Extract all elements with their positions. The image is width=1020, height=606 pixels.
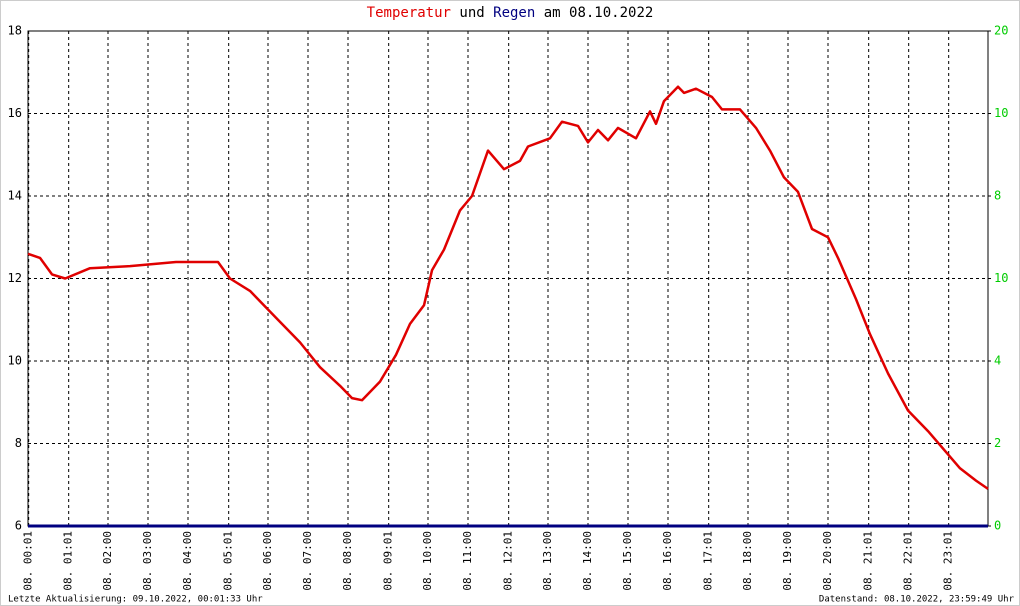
- y-tick-label: 8: [15, 436, 22, 450]
- x-tick-label: 08. 13:00: [541, 531, 554, 591]
- x-tick-label: 08. 18:00: [741, 531, 754, 591]
- x-tick-label: 08. 00:01: [22, 531, 35, 591]
- x-tick-label: 08. 21:01: [862, 531, 875, 591]
- footer-right: Datenstand: 08.10.2022, 23:59:49 Uhr: [819, 595, 1015, 605]
- y2-tick-label: 20: [994, 24, 1008, 38]
- x-tick-label: 08. 07:00: [301, 531, 314, 591]
- x-tick-label: 08. 22:01: [902, 531, 915, 591]
- chart-title: Temperatur und Regen am 08.10.2022: [367, 5, 654, 21]
- y2-tick-label: 4: [994, 354, 1001, 368]
- x-tick-label: 08. 17:01: [702, 531, 715, 591]
- footer-left: Letzte Aktualisierung: 09.10.2022, 00:01…: [8, 595, 263, 605]
- x-tick-label: 08. 01:01: [62, 531, 75, 591]
- y2-tick-label: 10: [994, 106, 1008, 120]
- y-tick-label: 6: [15, 519, 22, 533]
- title-und: und: [459, 5, 484, 21]
- x-tick-label: 08. 23:01: [942, 531, 955, 591]
- x-tick-label: 08. 20:00: [821, 531, 834, 591]
- x-tick-label: 08. 05:01: [222, 531, 235, 591]
- x-tick-label: 08. 15:00: [621, 531, 634, 591]
- y2-tick-label: 2: [994, 436, 1001, 450]
- x-tick-label: 08. 14:00: [581, 531, 594, 591]
- title-rest: am 08.10.2022: [544, 5, 654, 21]
- x-tick-label: 08. 19:00: [781, 531, 794, 591]
- x-tick-label: 08. 06:00: [261, 531, 274, 591]
- title-temp: Temperatur: [367, 5, 451, 21]
- x-tick-label: 08. 10:00: [421, 531, 434, 591]
- x-tick-label: 08. 04:00: [181, 531, 194, 591]
- y2-tick-label: 10: [994, 271, 1008, 285]
- y-tick-label: 16: [8, 106, 22, 120]
- series-line: [27, 85, 989, 490]
- x-tick-label: 08. 03:00: [141, 531, 154, 591]
- x-tick-label: 08. 08:00: [341, 531, 354, 591]
- y-tick-label: 10: [8, 354, 22, 368]
- x-tick-label: 08. 02:00: [101, 531, 114, 591]
- x-tick-label: 08. 12:01: [502, 531, 515, 591]
- y-tick-label: 18: [8, 24, 22, 38]
- x-tick-label: 08. 09:01: [382, 531, 395, 591]
- y2-tick-label: 0: [994, 519, 1001, 533]
- y-tick-label: 14: [8, 189, 22, 203]
- title-rain: Regen: [493, 5, 535, 21]
- y-tick-label: 12: [8, 271, 22, 285]
- x-tick-label: 08. 16:00: [661, 531, 674, 591]
- y2-tick-label: 8: [994, 189, 1001, 203]
- x-tick-label: 08. 11:00: [461, 531, 474, 591]
